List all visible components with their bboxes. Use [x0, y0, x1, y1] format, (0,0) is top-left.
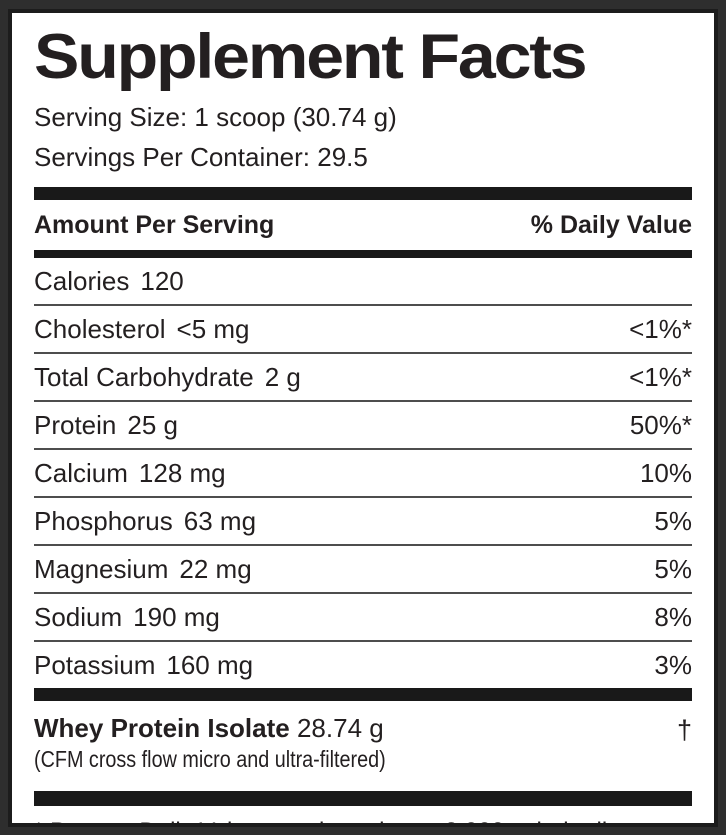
nutrient-row: Sodium 190 mg 8% — [34, 594, 692, 643]
ingredient-main-line: Whey Protein Isolate 28.74 g — [34, 713, 677, 744]
nutrient-amount: 190 mg — [133, 602, 220, 633]
nutrient-daily-value: <1%* — [629, 314, 692, 345]
nutrient-amount: 128 mg — [138, 458, 226, 489]
nutrient-amount: <5 mg — [176, 314, 250, 345]
ingredient-row: Whey Protein Isolate 28.74 g (CFM cross … — [34, 701, 692, 783]
ingredient-daily-value-dagger: † — [676, 715, 692, 746]
nutrient-daily-value: <1%* — [629, 362, 692, 393]
table-header: Amount Per Serving % Daily Value — [34, 200, 692, 250]
footnotes: * Percent Daily Values are based on a 2,… — [34, 806, 692, 823]
nutrient-amount: 63 mg — [183, 506, 257, 537]
serving-size-line: Serving Size: 1 scoop (30.74 g) — [34, 102, 397, 133]
ingredient-info: Whey Protein Isolate 28.74 g (CFM cross … — [34, 713, 677, 773]
ingredient-amount: 28.74 g — [296, 713, 384, 744]
servings-per-container-line: Servings Per Container: 29.5 — [34, 142, 368, 173]
nutrient-name: Magnesium — [34, 554, 169, 585]
nutrient-name: Total Carbohydrate — [34, 362, 254, 393]
nutrient-name: Sodium — [34, 602, 123, 633]
nutrient-amount: 25 g — [127, 410, 178, 441]
nutrient-row: Total Carbohydrate 2 g <1%* — [34, 354, 692, 403]
nutrient-name: Calories — [34, 266, 130, 297]
nutrient-name: Calcium — [34, 458, 128, 489]
ingredient-note: (CFM cross flow micro and ultra-filtered… — [34, 746, 386, 773]
nutrient-daily-value: 50%* — [629, 410, 692, 441]
nutrient-row: Calcium 128 mg 10% — [34, 450, 692, 499]
nutrient-rows: Calories 120 Cholesterol <5 mg <1%* Tota… — [34, 258, 692, 688]
footnote-daily-values: * Percent Daily Values are based on a 2,… — [34, 815, 692, 823]
nutrient-daily-value: 5% — [654, 506, 692, 537]
nutrient-row: Magnesium 22 mg 5% — [34, 546, 692, 595]
nutrient-row: Potassium 160 mg 3% — [34, 642, 692, 688]
nutrient-daily-value: 3% — [654, 650, 692, 681]
nutrient-amount: 2 g — [264, 362, 301, 393]
nutrient-row: Cholesterol <5 mg <1%* — [34, 306, 692, 355]
nutrient-name: Protein — [34, 410, 117, 441]
divider-thick-middle — [34, 688, 692, 702]
nutrient-name: Phosphorus — [34, 506, 173, 537]
nutrient-amount: 120 — [140, 266, 184, 297]
nutrient-amount: 22 mg — [179, 554, 252, 585]
nutrient-daily-value: 10% — [639, 458, 692, 489]
column-daily-value: % Daily Value — [530, 211, 692, 240]
nutrient-daily-value: 5% — [654, 554, 692, 585]
divider-thick-top — [34, 187, 692, 201]
nutrient-row: Protein 25 g 50%* — [34, 402, 692, 451]
nutrient-name: Cholesterol — [34, 314, 166, 345]
column-amount-per-serving: Amount Per Serving — [34, 211, 275, 240]
nutrient-daily-value: 8% — [654, 602, 692, 633]
nutrient-row: Phosphorus 63 mg 5% — [34, 498, 692, 547]
ingredient-name: Whey Protein Isolate — [34, 713, 290, 744]
nutrient-amount: 160 mg — [166, 650, 254, 681]
supplement-facts-label: Supplement Facts Serving Size: 1 scoop (… — [8, 9, 718, 827]
nutrient-name: Potassium — [34, 650, 156, 681]
divider-below-header — [34, 250, 692, 259]
label-title: Supplement Facts — [34, 22, 588, 92]
divider-thick-bottom — [34, 791, 692, 807]
nutrient-row: Calories 120 — [34, 258, 692, 307]
